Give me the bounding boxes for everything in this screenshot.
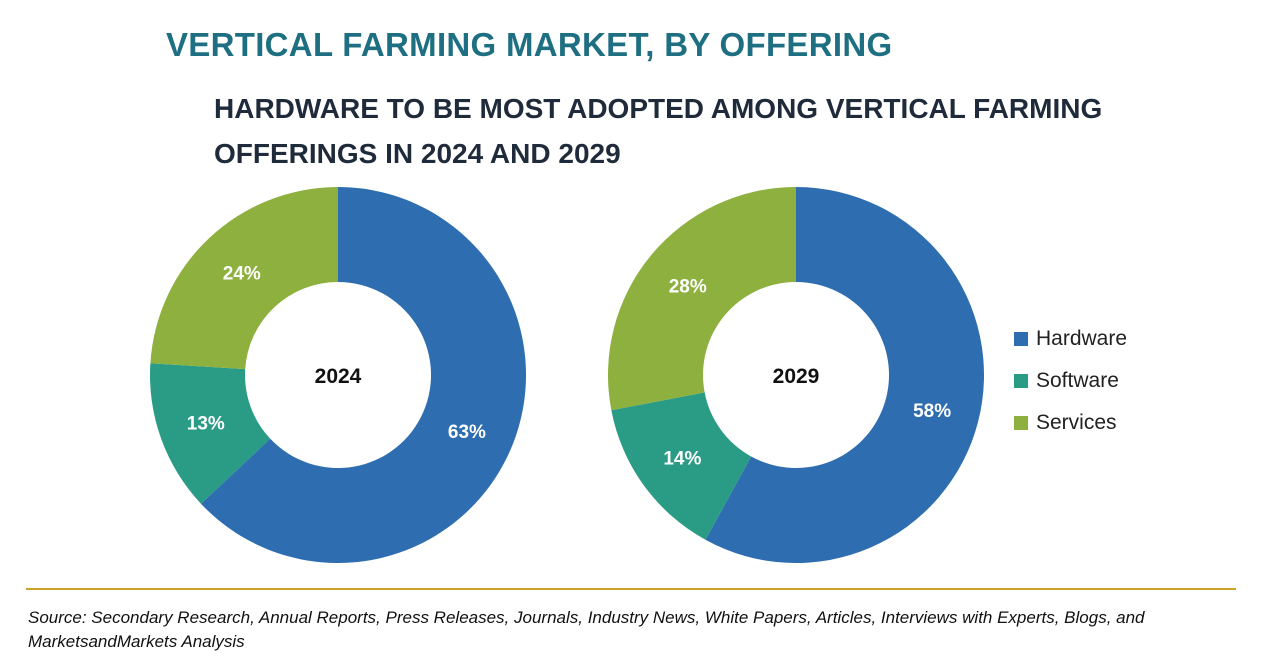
legend-swatch-software: [1014, 374, 1028, 388]
chart-title: VERTICAL FARMING MARKET, BY OFFERING: [166, 26, 893, 63]
donut-charts: 63% 13% 24% 2024 58% 14% 28% 2029: [149, 187, 984, 563]
slice-2029-hardware: [705, 187, 984, 563]
legend-item-software: Software: [1014, 360, 1127, 402]
slice-2029-services: [608, 187, 796, 411]
source-note: Source: Secondary Research, Annual Repor…: [28, 608, 1145, 651]
center-label-2029: 2029: [773, 365, 820, 388]
legend-item-hardware: Hardware: [1014, 318, 1127, 360]
data-label-2024-hardware: 63%: [448, 422, 486, 443]
legend-label-software: Software: [1036, 369, 1119, 392]
slice-2024-software: [149, 363, 271, 504]
center-label-2024: 2024: [315, 365, 362, 388]
data-label-2024-software: 13%: [187, 414, 225, 435]
legend-item-services: Services: [1014, 402, 1127, 444]
legend: Hardware Software Services: [1014, 318, 1127, 444]
legend-label-services: Services: [1036, 411, 1117, 434]
data-label-2024-services: 24%: [223, 264, 261, 285]
donut-2029: 58% 14% 28% 2029: [608, 187, 984, 563]
donut-2024: 63% 13% 24% 2024: [149, 187, 526, 563]
footer-divider: [26, 588, 1236, 590]
slice-2024-hardware: [200, 187, 526, 563]
legend-swatch-hardware: [1014, 332, 1028, 346]
data-label-2029-services: 28%: [669, 276, 707, 297]
legend-label-hardware: Hardware: [1036, 327, 1128, 350]
slice-2029-software: [611, 392, 752, 540]
chart-subtitle: HARDWARE TO BE MOST ADOPTED AMONG VERTIC…: [214, 93, 1103, 169]
legend-swatch-services: [1014, 416, 1028, 430]
data-label-2029-software: 14%: [663, 449, 701, 470]
slice-2024-services: [150, 187, 338, 370]
data-label-2029-hardware: 58%: [913, 401, 951, 422]
